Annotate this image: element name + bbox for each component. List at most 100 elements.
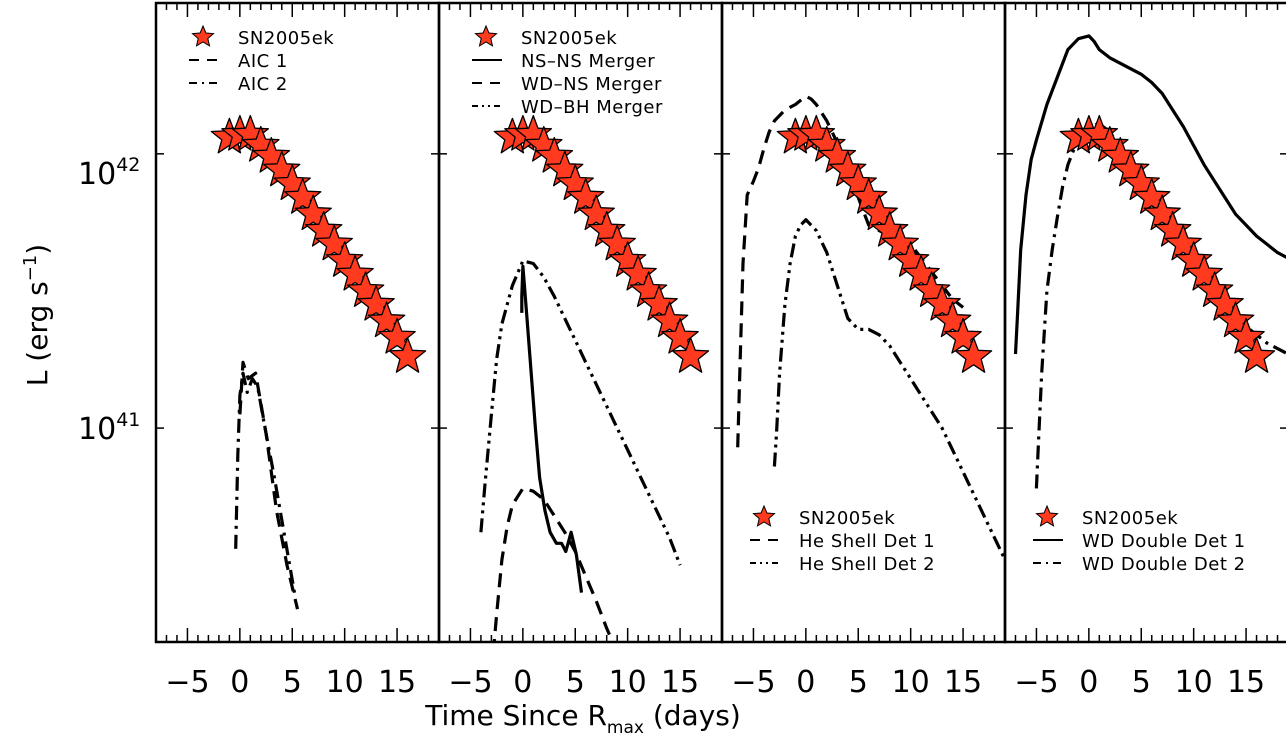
data-point-star bbox=[902, 254, 940, 291]
observed-points bbox=[210, 114, 427, 373]
series-line bbox=[1034, 122, 1286, 489]
observed-points bbox=[1059, 114, 1276, 373]
series-line bbox=[1013, 34, 1286, 355]
legend-star-icon bbox=[752, 504, 776, 527]
xtick-label: 5 bbox=[849, 665, 868, 700]
xtick-label: 10 bbox=[326, 665, 364, 700]
data-point-star bbox=[860, 194, 898, 231]
xtick-label: 15 bbox=[1227, 665, 1265, 700]
data-point-star bbox=[336, 254, 374, 291]
xtick-label: −5 bbox=[448, 665, 492, 700]
data-point-star bbox=[923, 285, 961, 321]
data-point-star bbox=[357, 285, 395, 321]
legend-entry-label: WD Double Det 1 bbox=[1082, 531, 1246, 552]
legend-entry-label: He Shell Det 2 bbox=[799, 554, 935, 575]
xtick-label: 0 bbox=[1079, 665, 1098, 700]
xtick-label: −5 bbox=[731, 665, 775, 700]
legend-entry-label: WD Double Det 2 bbox=[1082, 554, 1246, 575]
legend-entry-label: AIC 2 bbox=[238, 74, 288, 95]
data-point-star bbox=[1185, 254, 1223, 291]
xtick-label: 10 bbox=[892, 665, 930, 700]
legend-entry-label: WD–BH Merger bbox=[521, 97, 663, 118]
xtick-label: −5 bbox=[165, 665, 209, 700]
xtick-label: 5 bbox=[1132, 665, 1151, 700]
observed-points bbox=[776, 114, 993, 373]
xtick-label: 15 bbox=[661, 665, 699, 700]
legend-entry-label: SN2005ek bbox=[238, 28, 334, 49]
xtick-label: 15 bbox=[378, 665, 416, 700]
xtick-label: −5 bbox=[1014, 665, 1058, 700]
data-point-star bbox=[294, 194, 332, 231]
series-line bbox=[492, 486, 615, 642]
ytick-label-42: 1042 bbox=[78, 154, 140, 192]
data-point-star bbox=[598, 224, 636, 261]
data-point-star bbox=[388, 337, 427, 373]
model-curves bbox=[234, 360, 300, 610]
data-point-star bbox=[881, 224, 919, 261]
series-line bbox=[238, 360, 300, 610]
x-axis-label: Time Since Rmax (days) bbox=[424, 699, 741, 733]
data-point-star bbox=[650, 301, 689, 338]
y-tick-labels: 1042 1041 bbox=[78, 154, 140, 447]
series-line bbox=[520, 264, 584, 593]
legend-entry-label: He Shell Det 1 bbox=[799, 531, 935, 552]
data-point-star bbox=[850, 178, 888, 214]
data-point-star bbox=[619, 254, 657, 291]
model-curves bbox=[736, 94, 1005, 561]
data-point-star bbox=[577, 194, 615, 231]
xtick-label: 0 bbox=[513, 665, 532, 700]
data-point-star bbox=[1164, 224, 1202, 261]
xtick-label: 0 bbox=[230, 665, 249, 700]
data-point-star bbox=[567, 178, 605, 214]
series-line bbox=[234, 371, 297, 599]
model-curves bbox=[1013, 34, 1286, 489]
legend-entry-label: WD–NS Merger bbox=[521, 74, 662, 95]
data-point-star bbox=[378, 317, 416, 354]
xtick-label: 10 bbox=[1175, 665, 1213, 700]
model-curves bbox=[479, 259, 682, 642]
data-point-star bbox=[944, 317, 982, 354]
data-point-star bbox=[671, 337, 710, 373]
legend-entry-label: SN2005ek bbox=[521, 28, 617, 49]
data-point-star bbox=[1206, 285, 1244, 321]
xtick-label: 5 bbox=[283, 665, 302, 700]
legend-entry-label: AIC 1 bbox=[238, 51, 288, 72]
data-point-star bbox=[933, 301, 972, 338]
legend-entry-label: SN2005ek bbox=[1082, 508, 1178, 529]
ytick-label-41: 1041 bbox=[78, 409, 140, 447]
data-point-star bbox=[315, 224, 353, 261]
legend-star-icon bbox=[474, 24, 498, 47]
data-point-star bbox=[954, 337, 993, 373]
legend-entry-label: SN2005ek bbox=[799, 508, 895, 529]
data-point-star bbox=[1237, 337, 1276, 373]
data-point-star bbox=[1143, 194, 1181, 231]
data-point-star bbox=[1133, 178, 1171, 214]
data-point-star bbox=[284, 178, 322, 214]
series-line bbox=[772, 218, 1005, 561]
legend-star-icon bbox=[191, 24, 215, 47]
xtick-label: 15 bbox=[944, 665, 982, 700]
data-point-star bbox=[1216, 301, 1255, 338]
xtick-label: 5 bbox=[566, 665, 585, 700]
legend-entry-label: NS–NS Merger bbox=[521, 51, 655, 72]
xtick-label: 0 bbox=[796, 665, 815, 700]
data-point-star bbox=[1227, 317, 1265, 354]
data-point-star bbox=[640, 285, 678, 321]
y-axis-label: L (erg s−1) bbox=[20, 244, 54, 386]
panel-frame bbox=[1003, 1, 1286, 644]
observed-points bbox=[493, 114, 710, 373]
legend-star-icon bbox=[1035, 504, 1059, 527]
xtick-label: 10 bbox=[609, 665, 647, 700]
series-line bbox=[479, 259, 682, 566]
data-point-star bbox=[367, 301, 406, 338]
series-line bbox=[736, 94, 965, 448]
